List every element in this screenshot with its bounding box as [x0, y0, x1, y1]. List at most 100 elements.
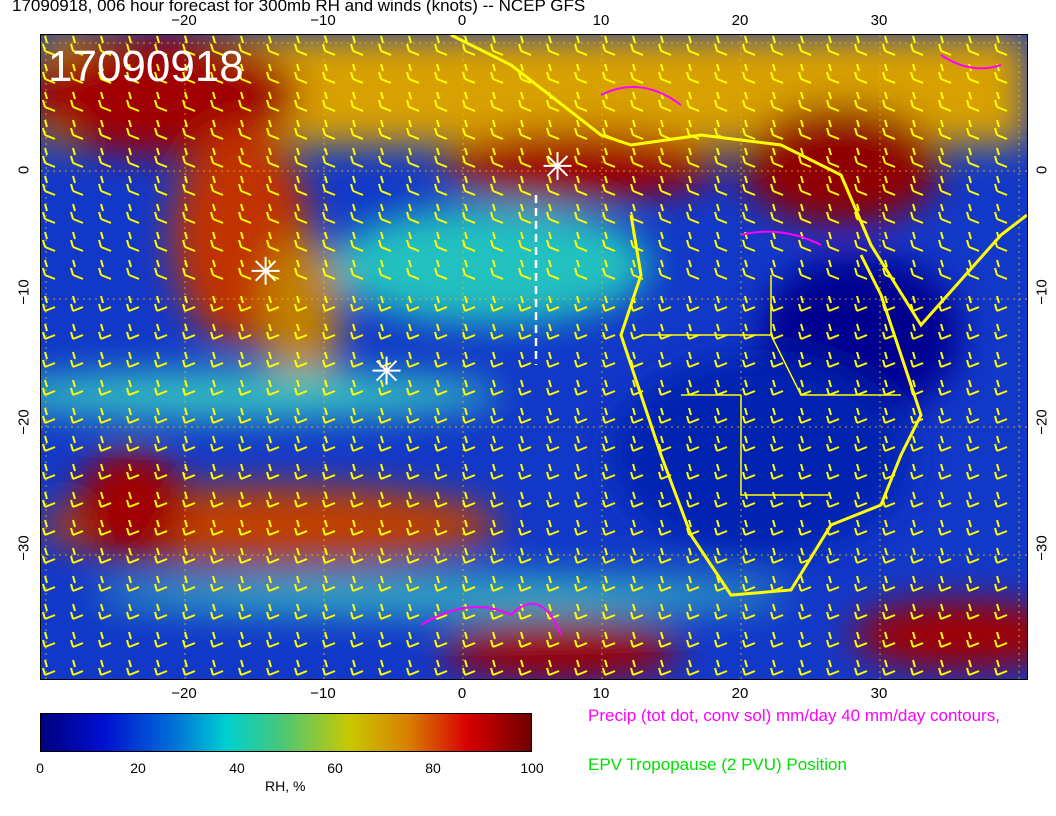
- wind-barb: [574, 295, 588, 312]
- wind-barb: [322, 435, 336, 452]
- wind-barb: [602, 203, 616, 224]
- wind-barb: [994, 547, 1008, 564]
- wind-barb: [378, 491, 392, 508]
- wind-barb: [910, 91, 924, 112]
- wind-barb: [686, 35, 700, 56]
- wind-barb: [126, 575, 140, 592]
- wind-barb: [210, 631, 224, 648]
- wind-barb: [238, 491, 252, 508]
- wind-barb: [294, 603, 308, 620]
- wind-barb: [910, 323, 924, 340]
- wind-barb: [154, 407, 168, 424]
- wind-barb: [294, 91, 308, 112]
- wind-barb: [910, 35, 924, 56]
- wind-barb: [294, 575, 308, 592]
- wind-barb: [126, 63, 140, 84]
- wind-barb: [490, 659, 504, 676]
- wind-barb: [686, 175, 700, 196]
- wind-barb: [602, 463, 616, 480]
- wind-barb: [154, 231, 168, 252]
- wind-barb: [294, 63, 308, 84]
- wind-barb: [154, 119, 168, 140]
- wind-barb: [630, 631, 644, 648]
- wind-barb: [910, 119, 924, 140]
- wind-barb: [406, 435, 420, 452]
- wind-barb: [350, 63, 364, 84]
- wind-barb: [350, 407, 364, 424]
- wind-barb: [798, 259, 812, 280]
- lon-tick-bottom: 0: [457, 685, 467, 702]
- wind-barb: [462, 379, 476, 396]
- wind-barb: [294, 295, 308, 312]
- wind-barb: [70, 119, 84, 140]
- wind-barb: [322, 407, 336, 424]
- wind-barb: [406, 259, 420, 280]
- wind-barb: [70, 295, 84, 312]
- wind-barb: [126, 175, 140, 196]
- wind-barb: [210, 119, 224, 140]
- wind-barb: [434, 175, 448, 196]
- wind-barb: [826, 575, 840, 592]
- wind-barb: [98, 147, 112, 168]
- wind-barb: [154, 575, 168, 592]
- wind-barb: [490, 547, 504, 564]
- wind-barb: [294, 491, 308, 508]
- wind-barb: [742, 91, 756, 112]
- wind-barb: [70, 323, 84, 340]
- wind-barb: [938, 603, 952, 620]
- wind-barb: [238, 351, 252, 368]
- wind-barb: [854, 35, 868, 56]
- wind-barb: [546, 175, 560, 196]
- wind-barb: [322, 379, 336, 396]
- wind-barb: [126, 547, 140, 564]
- wind-barb: [70, 231, 84, 252]
- wind-barb: [434, 91, 448, 112]
- wind-barb: [126, 35, 140, 56]
- wind-barb: [686, 91, 700, 112]
- wind-barb: [406, 379, 420, 396]
- wind-barb: [938, 63, 952, 84]
- wind-barb: [574, 147, 588, 168]
- wind-barb: [686, 231, 700, 252]
- wind-barb: [574, 35, 588, 56]
- wind-barb: [154, 35, 168, 56]
- wind-barb: [238, 91, 252, 112]
- wind-barb: [322, 259, 336, 280]
- wind-barb: [994, 323, 1008, 340]
- wind-barb: [518, 91, 532, 112]
- wind-barb: [686, 463, 700, 480]
- wind-barb: [238, 119, 252, 140]
- wind-barb: [378, 519, 392, 536]
- wind-barb: [42, 519, 56, 536]
- wind-barb: [770, 35, 784, 56]
- wind-barb: [546, 547, 560, 564]
- wind-barb: [378, 463, 392, 480]
- wind-barb: [462, 631, 476, 648]
- wind-barb: [602, 603, 616, 620]
- lon-tick-top: −20: [171, 12, 197, 29]
- wind-barb: [462, 63, 476, 84]
- wind-barb: [490, 323, 504, 340]
- wind-barb: [602, 259, 616, 280]
- wind-barb: [826, 295, 840, 312]
- wind-barb: [490, 491, 504, 508]
- wind-barb: [490, 91, 504, 112]
- wind-barb: [462, 463, 476, 480]
- wind-barb: [266, 203, 280, 224]
- wind-barb: [630, 603, 644, 620]
- wind-barb: [434, 295, 448, 312]
- wind-barb: [490, 575, 504, 592]
- wind-barb: [406, 147, 420, 168]
- wind-barb: [210, 575, 224, 592]
- wind-barb: [574, 379, 588, 396]
- wind-barb: [938, 519, 952, 536]
- wind-barb: [42, 351, 56, 368]
- wind-barb: [70, 351, 84, 368]
- wind-barb: [518, 147, 532, 168]
- wind-barb: [518, 323, 532, 340]
- wind-barb: [70, 631, 84, 648]
- wind-barb: [350, 351, 364, 368]
- wind-barb: [98, 231, 112, 252]
- wind-barb: [266, 491, 280, 508]
- wind-barb: [462, 91, 476, 112]
